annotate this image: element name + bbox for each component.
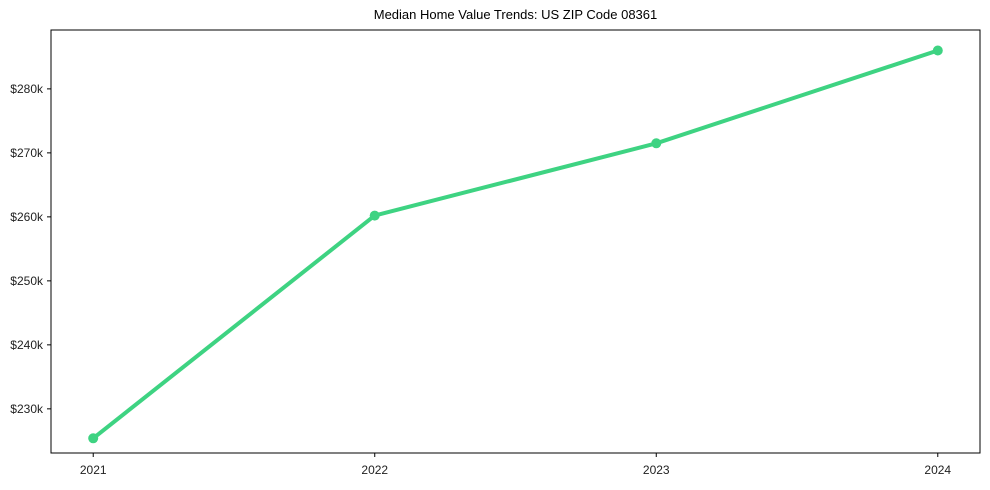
y-tick-label: $250k	[10, 274, 44, 288]
trend-line	[91, 48, 940, 441]
data-point-2024	[932, 45, 943, 56]
data-point-2022	[369, 210, 380, 221]
y-tick-label: $230k	[10, 402, 44, 416]
x-tick-label: 2022	[361, 463, 388, 477]
y-tick-label: $270k	[10, 146, 44, 160]
y-tick-label: $240k	[10, 338, 44, 352]
data-point-2023	[651, 138, 662, 149]
x-tick-label: 2023	[643, 463, 670, 477]
y-tick-label: $280k	[10, 82, 44, 96]
plot-border	[50, 29, 981, 454]
data-point-2021	[88, 433, 99, 444]
chart-title: Median Home Value Trends: US ZIP Code 08…	[373, 7, 658, 22]
x-tick-label: 2021	[80, 463, 107, 477]
x-tick-label: 2024	[924, 463, 951, 477]
y-tick-label: $260k	[10, 210, 44, 224]
